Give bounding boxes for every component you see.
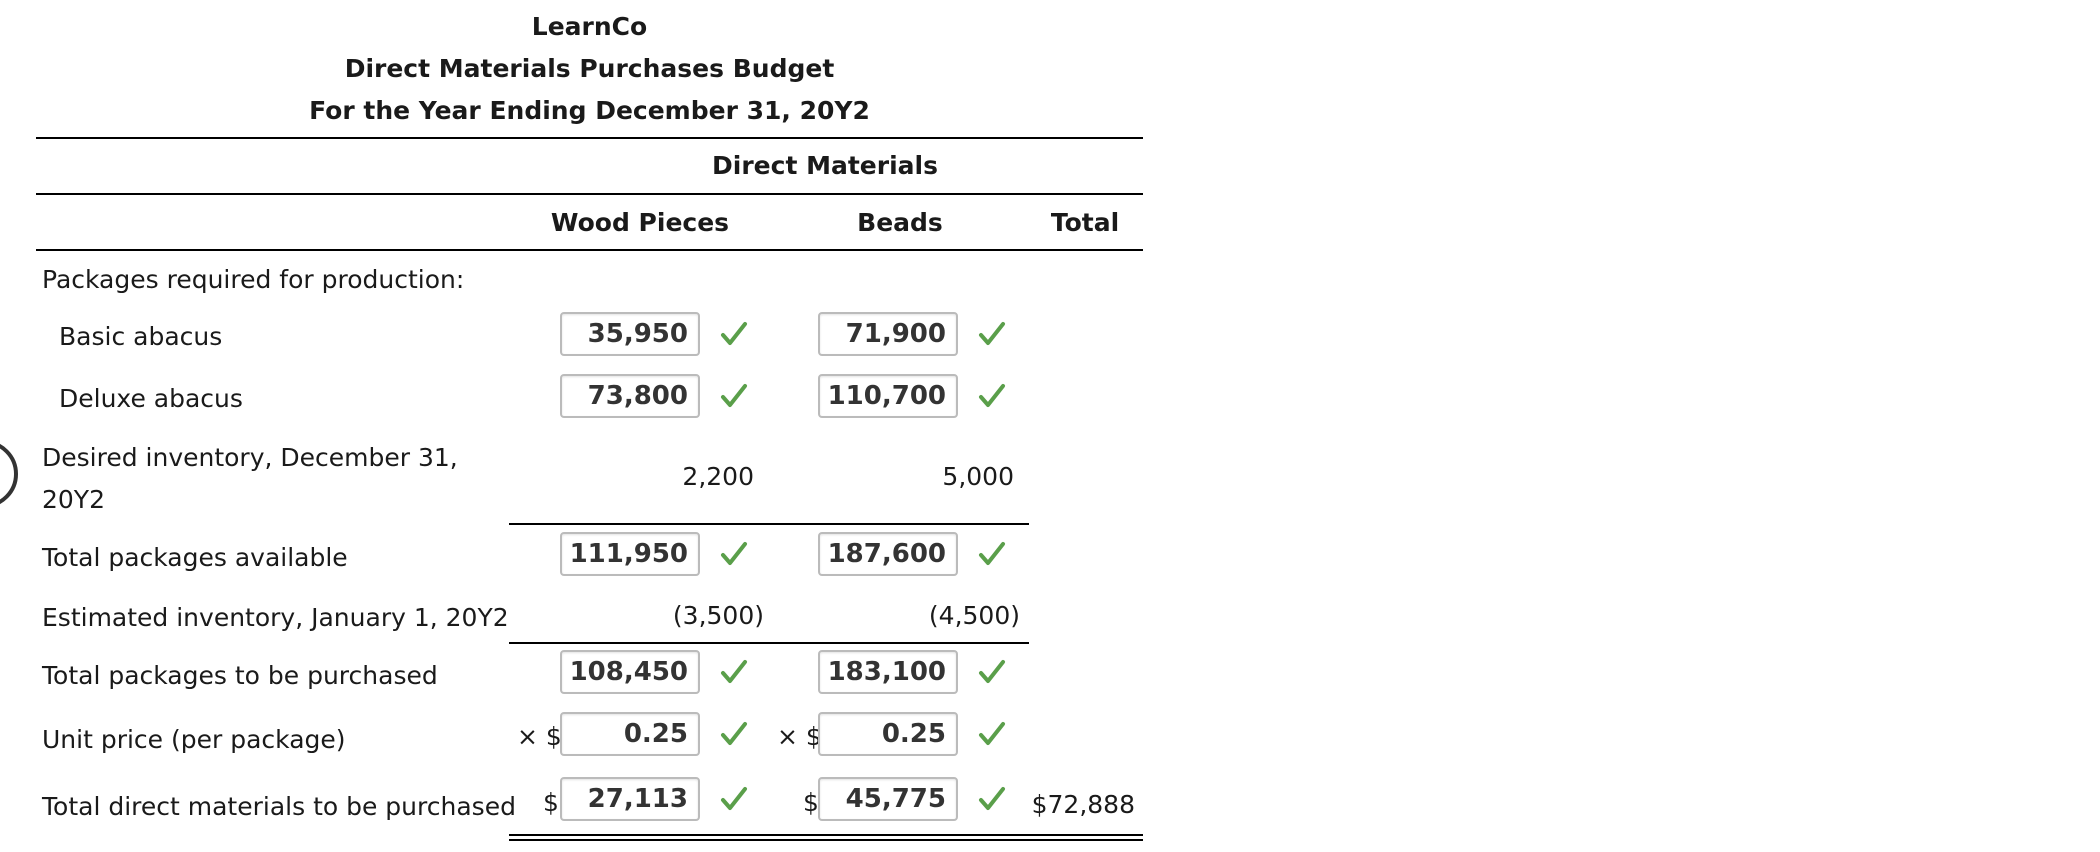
check-icon <box>721 787 747 810</box>
divider-subtotal-2 <box>509 642 1029 644</box>
row-label-deluxe: Deluxe abacus <box>59 384 243 413</box>
total-dm-wood-input[interactable]: 27,113 <box>560 777 700 821</box>
check-icon <box>979 722 1005 745</box>
basic-wood-input[interactable]: 35,950 <box>560 312 700 356</box>
double-underline-1 <box>509 834 1143 836</box>
check-icon <box>721 322 747 345</box>
check-icon <box>979 660 1005 683</box>
total-dm-wood-prefix: $ <box>543 788 559 817</box>
row-label-unit-price: Unit price (per package) <box>42 725 346 754</box>
column-header-total: Total <box>1050 208 1120 237</box>
report-period: For the Year Ending December 31, 20Y2 <box>309 96 870 125</box>
divider-header <box>36 249 1143 251</box>
double-underline-2 <box>509 839 1143 841</box>
basic-beads-input[interactable]: 71,900 <box>818 312 958 356</box>
column-header-beads: Beads <box>857 208 943 237</box>
column-header-wood: Wood Pieces <box>550 208 730 237</box>
check-icon <box>721 722 747 745</box>
total-available-beads-input[interactable]: 187,600 <box>818 532 958 576</box>
estimated-beads-value: (4,500) <box>928 601 1020 630</box>
row-label-basic: Basic abacus <box>59 322 223 351</box>
total-dm-beads-input[interactable]: 45,775 <box>818 777 958 821</box>
check-icon <box>721 384 747 407</box>
report-title: Direct Materials Purchases Budget <box>344 54 835 83</box>
desired-beads-value: 5,000 <box>942 462 1014 491</box>
row-label-packages-required: Packages required for production: <box>42 265 465 294</box>
estimated-wood-value: (3,500) <box>672 601 764 630</box>
check-icon <box>979 384 1005 407</box>
check-icon <box>979 322 1005 345</box>
unit-price-wood-prefix: × $ <box>517 722 562 751</box>
unit-price-wood-input[interactable]: 0.25 <box>560 712 700 756</box>
check-icon <box>721 660 747 683</box>
company-name: LearnCo <box>531 12 648 41</box>
unit-price-beads-prefix: × $ <box>777 722 822 751</box>
unit-price-beads-input[interactable]: 0.25 <box>818 712 958 756</box>
row-label-desired-line1: Desired inventory, December 31, <box>42 443 458 472</box>
to-purchase-wood-input[interactable]: 108,450 <box>560 650 700 694</box>
row-label-total-available: Total packages available <box>42 543 348 572</box>
row-label-total-dm: Total direct materials to be purchased <box>42 792 516 821</box>
radio-circle-partial <box>0 440 18 508</box>
divider-group <box>36 193 1143 195</box>
to-purchase-beads-input[interactable]: 183,100 <box>818 650 958 694</box>
check-icon <box>979 787 1005 810</box>
check-icon <box>979 542 1005 565</box>
deluxe-wood-input[interactable]: 73,800 <box>560 374 700 418</box>
row-label-to-purchase: Total packages to be purchased <box>42 661 438 690</box>
total-available-wood-input[interactable]: 111,950 <box>560 532 700 576</box>
column-group-header: Direct Materials <box>712 151 938 180</box>
total-dm-beads-prefix: $ <box>803 788 819 817</box>
divider-top <box>36 137 1143 139</box>
row-label-desired-line2: 20Y2 <box>42 485 105 514</box>
divider-subtotal <box>509 523 1029 525</box>
deluxe-beads-input[interactable]: 110,700 <box>818 374 958 418</box>
row-label-estimated: Estimated inventory, January 1, 20Y2 <box>42 603 509 632</box>
total-dm-grand-total: $72,888 <box>1031 790 1135 819</box>
desired-wood-value: 2,200 <box>682 462 754 491</box>
check-icon <box>721 542 747 565</box>
